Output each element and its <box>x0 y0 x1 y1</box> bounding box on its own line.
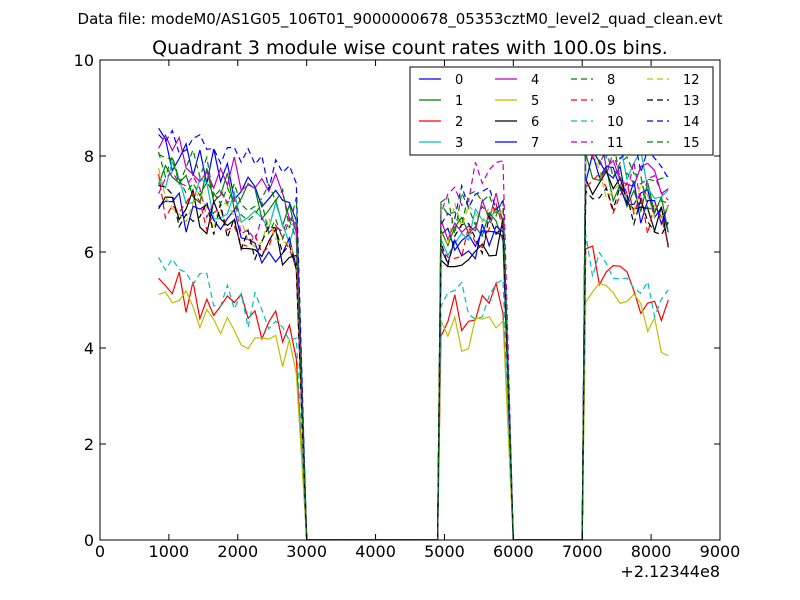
legend-label-3: 3 <box>455 136 463 151</box>
plot-area <box>158 117 669 540</box>
legend-label-11: 11 <box>607 136 624 151</box>
series-line-10 <box>158 234 669 540</box>
chart-title: Quadrant 3 module wise count rates with … <box>152 37 668 59</box>
x-tick-label: 2000 <box>217 542 258 561</box>
series-lines <box>158 117 669 540</box>
x-tick-label: 0 <box>95 542 105 561</box>
x-tick-label: 6000 <box>493 542 534 561</box>
series-line-9 <box>158 172 669 540</box>
axes-frame <box>99 59 721 541</box>
series-line-4 <box>158 130 669 540</box>
legend-label-1: 1 <box>455 94 463 109</box>
y-tick-label: 0 <box>84 531 94 550</box>
y-tick-label: 2 <box>84 435 94 454</box>
x-tick-label: 8000 <box>631 542 672 561</box>
legend-label-8: 8 <box>607 73 615 88</box>
x-offset-label: +2.12344e8 <box>620 562 720 581</box>
legend-label-15: 15 <box>683 136 700 151</box>
x-tick-label: 7000 <box>562 542 603 561</box>
axes: 0 1000 2000 3000 4000 5000 6000 7000 8000 9000 0 2 4… <box>74 51 741 581</box>
x-tick-label: 1000 <box>149 542 190 561</box>
legend-label-10: 10 <box>607 115 624 130</box>
series-line-1 <box>158 153 669 540</box>
series-line-12 <box>158 150 669 540</box>
y-tick-label: 6 <box>84 243 94 262</box>
legend-label-0: 0 <box>455 73 463 88</box>
legend-label-7: 7 <box>531 136 539 151</box>
legend-label-4: 4 <box>531 73 539 88</box>
legend-box <box>409 66 714 156</box>
series-line-7 <box>158 151 669 540</box>
legend-label-9: 9 <box>607 94 615 109</box>
series-line-11 <box>158 135 669 540</box>
series-line-15 <box>158 125 669 540</box>
legend-label-5: 5 <box>531 94 539 109</box>
y-tick-label: 4 <box>84 339 94 358</box>
legend-label-6: 6 <box>531 115 539 130</box>
x-tick-label: 3000 <box>286 542 327 561</box>
legend-label-12: 12 <box>683 73 700 88</box>
x-tick-label: 5000 <box>424 542 465 561</box>
series-line-5 <box>158 282 669 540</box>
x-tick-label: 9000 <box>700 542 741 561</box>
legend-label-13: 13 <box>683 94 700 109</box>
y-tick-label: 8 <box>84 147 94 166</box>
legend-label-14: 14 <box>683 115 700 130</box>
figure-suptitle: Data file: modeM0/AS1G05_106T01_90000006… <box>78 10 723 29</box>
legend-label-2: 2 <box>455 115 463 130</box>
x-tick-label: 4000 <box>355 542 396 561</box>
y-tick-label: 10 <box>74 51 94 70</box>
